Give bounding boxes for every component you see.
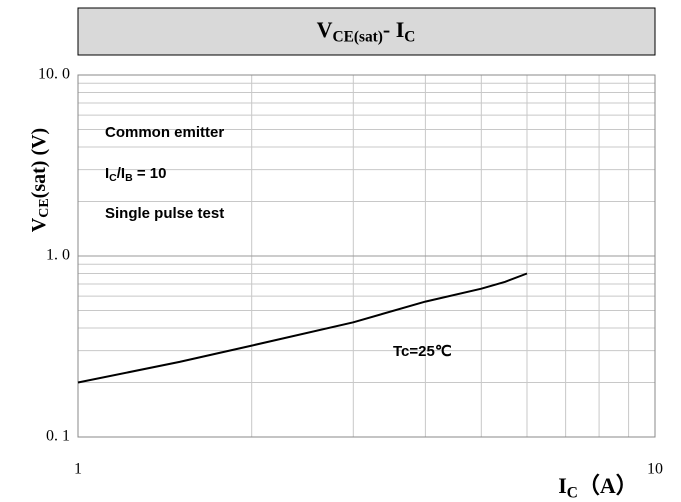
chart-title-part: C xyxy=(404,28,415,45)
annotation: Single pulse test xyxy=(105,205,224,222)
y-axis-label-part: V xyxy=(28,217,50,232)
annotation: Common emitter xyxy=(105,124,224,141)
annotation-part: I xyxy=(105,165,109,182)
annotation-part: Single pulse test xyxy=(105,205,224,222)
annotation: Tc=25℃ xyxy=(393,343,452,360)
x-axis-label-part: C xyxy=(567,484,578,501)
annotation-part: = 10 xyxy=(133,165,167,182)
annotation-part: B xyxy=(125,172,133,184)
plot-border xyxy=(77,74,656,438)
x-tick-label: 10 xyxy=(647,461,663,478)
data-line xyxy=(77,272,528,384)
y-axis-label: VCE(sat) (V) xyxy=(28,128,53,232)
x-axis-label-part: （A） xyxy=(578,473,638,498)
x-axis-label-part: I xyxy=(558,473,567,498)
chart-title: VCE(sat)- IC xyxy=(317,17,416,45)
x-tick-label: 1 xyxy=(74,461,82,478)
y-axis-label-part: (sat) (V) xyxy=(28,128,50,199)
y-tick-label: 1. 0 xyxy=(46,247,70,264)
chart-title-part: CE(sat) xyxy=(332,28,382,45)
chart-title-part: V xyxy=(317,17,333,42)
chart-title-part: - I xyxy=(383,17,404,42)
annotation-part: Common emitter xyxy=(105,124,224,141)
annotation-part: /I xyxy=(117,165,125,182)
y-tick-label: 0. 1 xyxy=(46,428,70,445)
annotation-part: C xyxy=(109,172,117,184)
y-tick-label: 10. 0 xyxy=(38,66,70,83)
annotation-part: Tc=25℃ xyxy=(393,343,452,360)
annotation: IC/IB = 10 xyxy=(105,165,166,184)
title-box xyxy=(77,7,656,56)
y-axis-label-part: CE xyxy=(37,198,52,217)
x-axis-label: IC（A） xyxy=(558,473,638,501)
